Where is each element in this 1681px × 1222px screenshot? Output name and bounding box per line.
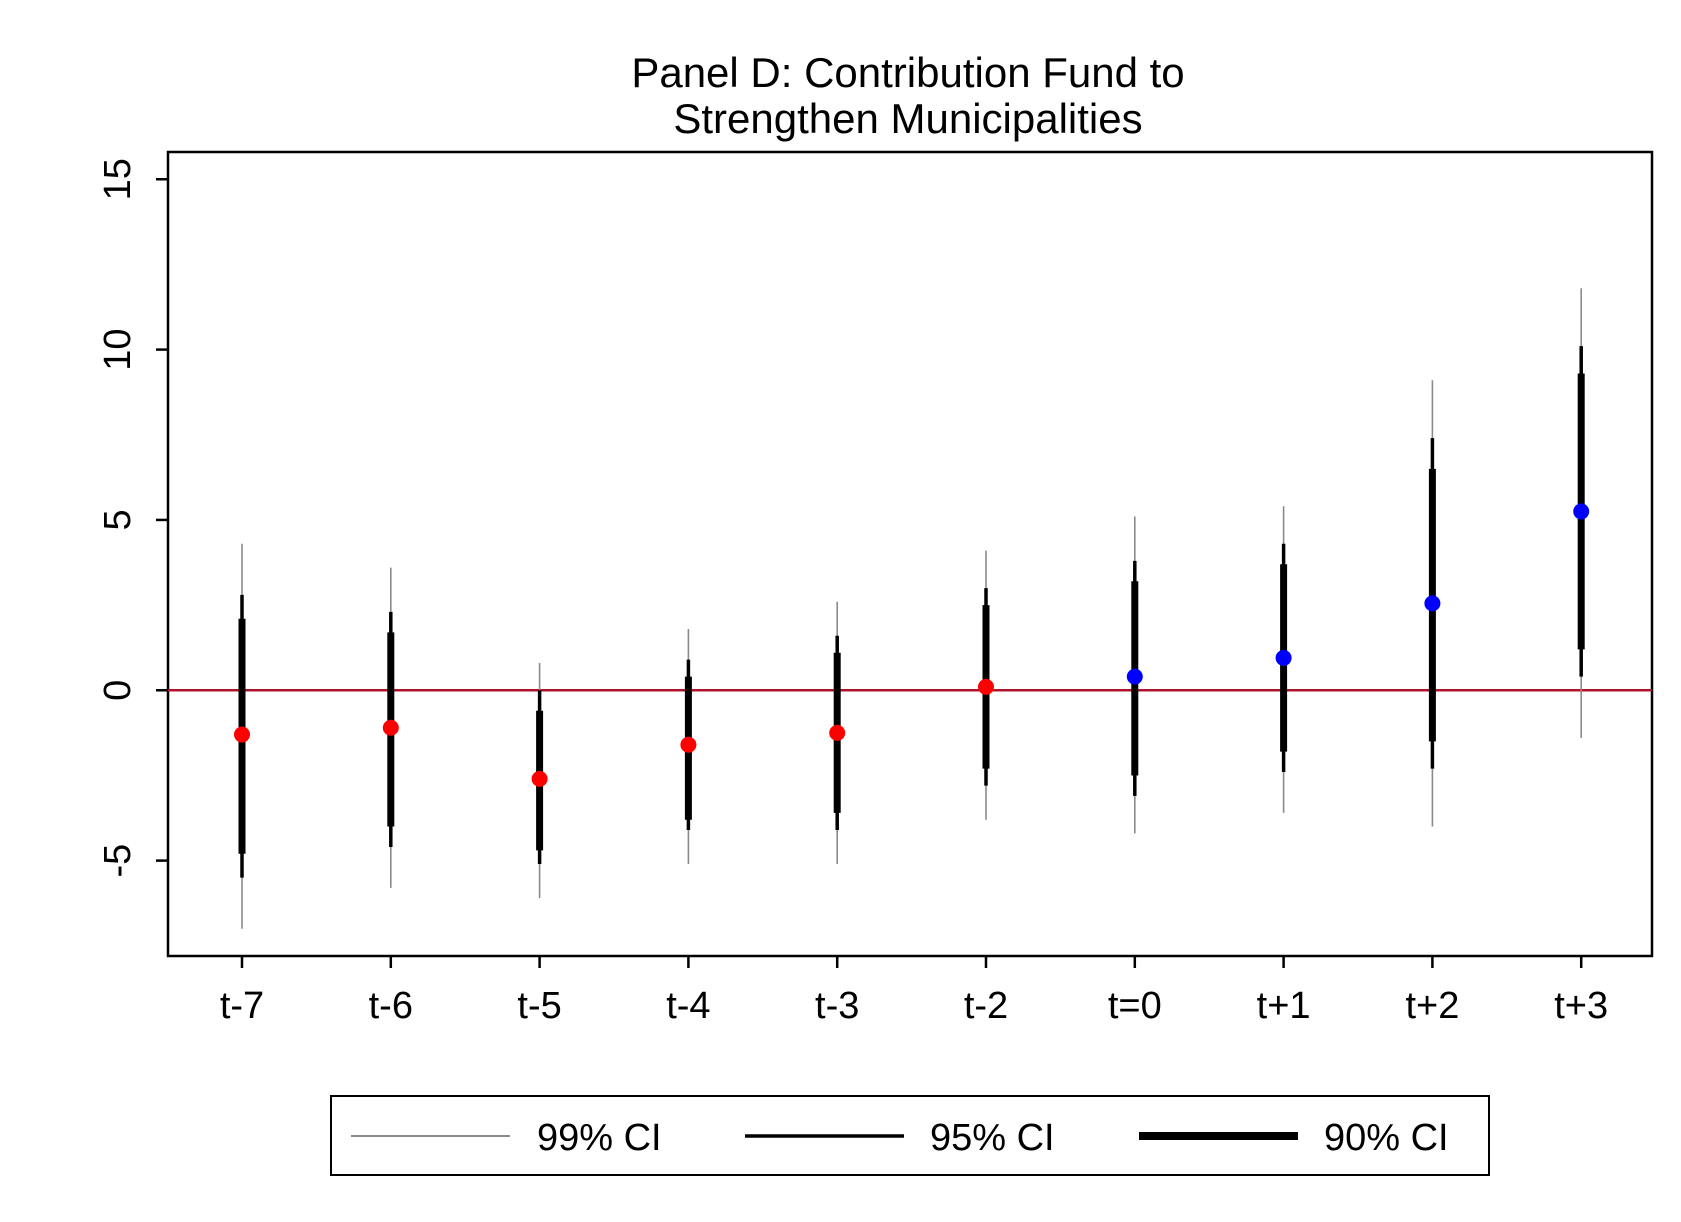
point-estimate	[382, 719, 399, 736]
legend-label-99: 99% CI	[537, 1117, 662, 1159]
x-tick-label: t-4	[666, 985, 710, 1027]
point-estimate	[680, 736, 697, 753]
point-estimate	[978, 678, 994, 695]
chart-title-line-2: Strengthen Municipalities	[673, 95, 1142, 142]
chart-title-line-1: Panel D: Contribution Fund to	[631, 49, 1184, 96]
x-tick-label: t+3	[1554, 985, 1608, 1027]
legend-label-95: 95% CI	[930, 1117, 1055, 1159]
legend: 99% CI 95% CI 90% CI	[330, 1095, 1490, 1176]
point-estimate	[531, 770, 548, 787]
chart-title: Panel D: Contribution Fund to Strengthen…	[631, 49, 1184, 142]
y-tick-label: -5	[97, 844, 139, 878]
point-estimate	[234, 726, 250, 743]
x-axis: t-7 t-6 t-5 t-4 t-3 t-2 t=0 t+1 t+2 t+3	[220, 956, 1608, 1027]
x-tick-label: t-5	[517, 985, 561, 1027]
point-estimate	[1573, 503, 1590, 520]
chart-marks	[168, 288, 1652, 929]
point-estimate	[829, 724, 846, 741]
x-tick-label: t-2	[964, 985, 1008, 1027]
y-tick-label: 10	[97, 328, 139, 370]
x-tick-label: t-3	[815, 985, 859, 1027]
y-axis: 15 10 5 0 -5	[97, 158, 168, 878]
x-tick-label: t=0	[1108, 985, 1162, 1027]
y-tick-label: 15	[97, 158, 139, 200]
x-tick-label: t+1	[1257, 985, 1311, 1027]
x-tick-label: t-7	[220, 985, 264, 1027]
x-tick-label: t-6	[369, 985, 413, 1027]
y-tick-label: 5	[97, 509, 139, 530]
point-estimate	[1126, 668, 1143, 685]
point-estimate	[1275, 649, 1292, 666]
x-tick-label: t+2	[1405, 985, 1459, 1027]
point-estimate	[1424, 595, 1441, 612]
legend-label-90: 90% CI	[1324, 1117, 1449, 1159]
plot-frame	[166, 150, 1654, 958]
y-tick-label: 0	[97, 680, 139, 701]
